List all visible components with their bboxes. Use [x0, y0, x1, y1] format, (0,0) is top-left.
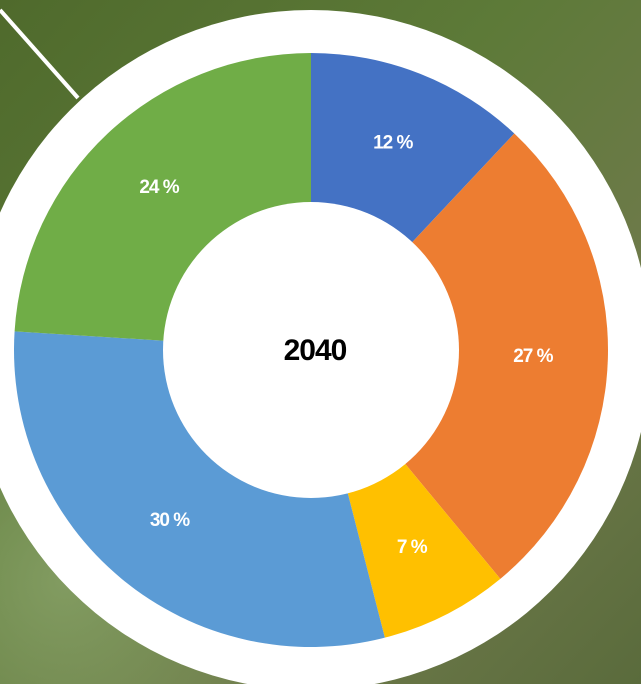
data-label: 12 % [373, 133, 413, 154]
center-label: 2040 [284, 334, 347, 367]
connector-line [0, 8, 80, 100]
data-label: 30 % [150, 510, 190, 531]
donut-hole [163, 202, 459, 498]
data-label: 24 % [139, 177, 179, 198]
data-label: 7 % [397, 537, 428, 558]
slice [311, 133, 608, 579]
data-label: 27 % [513, 346, 553, 367]
